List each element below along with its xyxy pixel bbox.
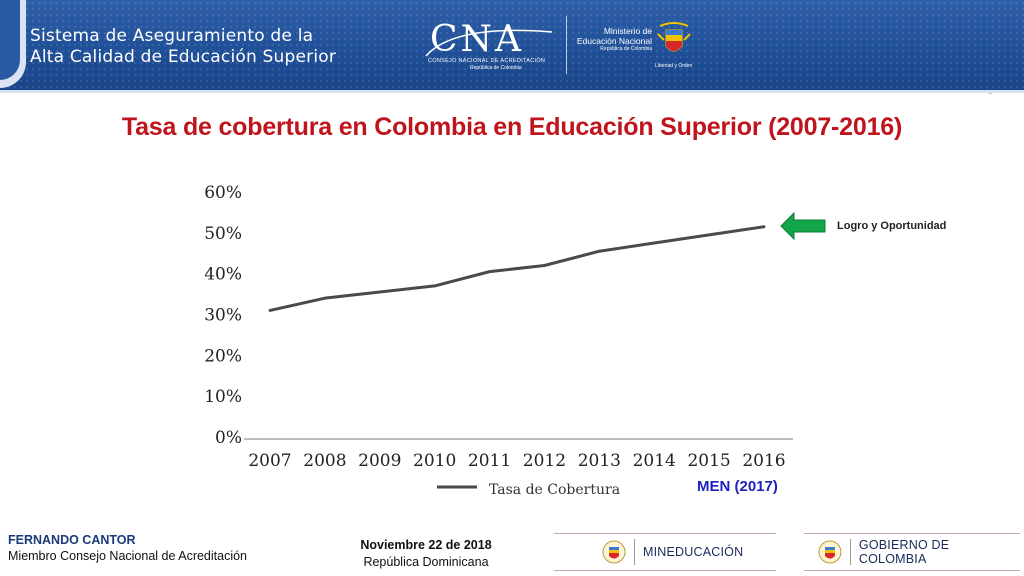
cna-logo-text: CNA [430,19,525,60]
mineducacion-badge: MINEDUCACIÓN [554,533,776,571]
coat-caption: Libertad y Orden [655,63,693,69]
data-point [268,309,272,312]
x-tick-label: 2013 [578,451,621,471]
x-tick-label: 2015 [687,451,730,471]
header-corner-decoration [0,0,26,88]
ministry-block: Ministerio de Educación Nacional Repúbli… [574,26,652,53]
data-point [762,225,766,229]
y-tick-label: 0% [215,428,242,448]
cna-subtitle: CONSEJO NACIONAL DE ACREDITACIÓN [428,58,546,64]
header-band: Sistema de Aseguramiento de la Alta Cali… [0,0,1024,93]
event-block: Noviembre 22 de 2018 República Dominican… [334,537,518,571]
data-point [433,284,437,288]
data-point [652,241,656,245]
gobierno-label: GOBIERNO DE COLOMBIA [858,538,950,566]
x-axis-ticks: 2007 2008 2009 2010 2011 2012 2013 2014 2015 2016 [248,451,785,471]
presenter-role: Miembro Consejo Nacional de Acreditación [8,549,248,563]
government-seal-icon [818,540,842,564]
y-tick-label: 30% [204,306,242,326]
chart-source: MEN (2017) [697,478,778,495]
system-title: Sistema de Aseguramiento de la Alta Cali… [30,26,336,68]
ministry-line2: Educación Nacional [576,36,652,46]
data-point [323,296,327,300]
x-tick-label: 2016 [742,451,785,471]
legend-label: Tasa de Cobertura [489,482,620,498]
series-group [268,225,766,312]
x-tick-label: 2009 [358,451,401,471]
series-line [269,225,765,312]
y-tick-label: 60% [204,183,242,203]
x-tick-label: 2012 [523,451,566,471]
y-tick-label: 20% [204,346,242,366]
header-bottom-line [0,90,1024,93]
x-tick-label: 2008 [303,451,346,471]
y-axis-ticks: 0% 10% 20% 30% 40% 50% 60% [204,183,242,448]
mineducacion-label: MINEDUCACIÓN [643,545,744,559]
event-date: Noviembre 22 de 2018 [360,538,492,552]
corner-mark: ¨ [989,92,992,101]
ministry-line3: República de Colombia [600,46,652,52]
x-tick-label: 2007 [248,451,291,471]
y-tick-label: 50% [204,224,242,244]
cna-logo-icon [425,29,553,57]
chart-annotation: Logro y Oportunidad [837,220,947,232]
gobierno-badge: GOBIERNO DE COLOMBIA [804,533,1020,571]
header-divider [566,16,567,74]
cna-country: República de Colombia [470,65,522,71]
y-tick-label: 40% [204,265,242,285]
system-title-line1: Sistema de Aseguramiento de la [30,26,314,46]
slide-title: Tasa de cobertura en Colombia en Educaci… [121,113,903,141]
data-point [378,290,382,294]
presenter-name: FERNANDO CANTOR [8,533,136,547]
data-point [597,249,601,253]
ministry-seal-icon [602,540,626,564]
coat-of-arms-icon [657,22,691,52]
x-tick-label: 2014 [633,451,676,471]
x-tick-label: 2011 [468,451,511,471]
event-place: República Dominicana [363,555,489,569]
ministry-line1: Ministerio de [603,26,652,36]
presenter-block: FERNANDO CANTOR Miembro Consejo Nacional… [8,532,247,565]
x-tick-label: 2010 [413,451,456,471]
y-tick-label: 10% [204,387,242,407]
data-point [543,264,546,267]
data-point [707,233,711,237]
green-left-arrow-icon [780,212,826,240]
data-point [488,270,491,274]
header-pattern [0,0,1024,93]
system-title-line2: Alta Calidad de Educación Superior [30,47,337,67]
